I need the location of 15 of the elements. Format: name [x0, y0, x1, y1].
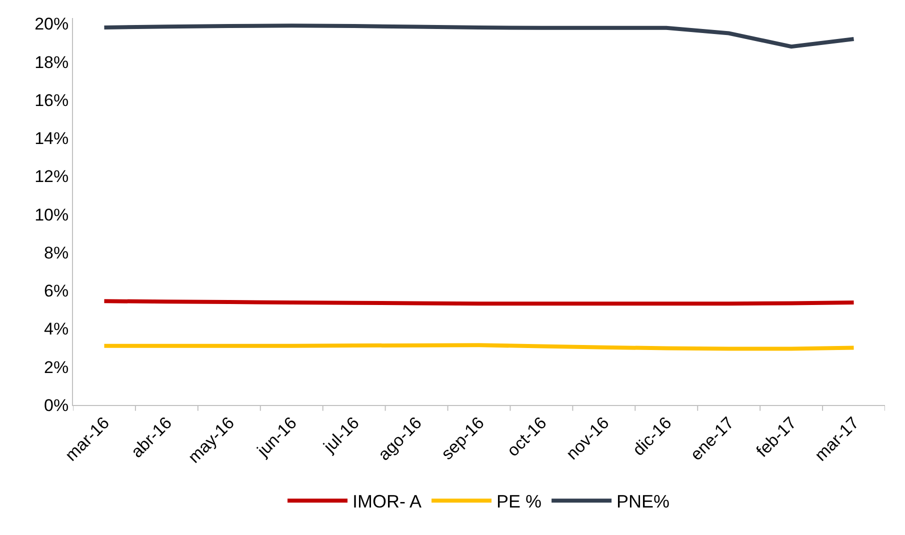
y-tick-label: 6%	[44, 282, 69, 301]
y-tick-label: 16%	[34, 90, 69, 110]
legend-label: IMOR- A	[352, 492, 422, 512]
y-tick-label: 14%	[34, 129, 69, 148]
y-tick-label: 2%	[44, 358, 69, 377]
y-tick-label: 8%	[44, 243, 69, 262]
legend-label: PE %	[496, 492, 542, 512]
y-tick-label: 10%	[34, 205, 69, 224]
y-tick-label: 12%	[34, 167, 69, 186]
legend-label: PNE%	[616, 492, 670, 512]
y-tick-label: 18%	[34, 52, 69, 72]
y-tick-label: 20%	[34, 14, 69, 34]
y-tick-label: 4%	[44, 320, 69, 339]
line-series	[102, 24, 856, 49]
y-tick-label: 0%	[44, 396, 69, 415]
